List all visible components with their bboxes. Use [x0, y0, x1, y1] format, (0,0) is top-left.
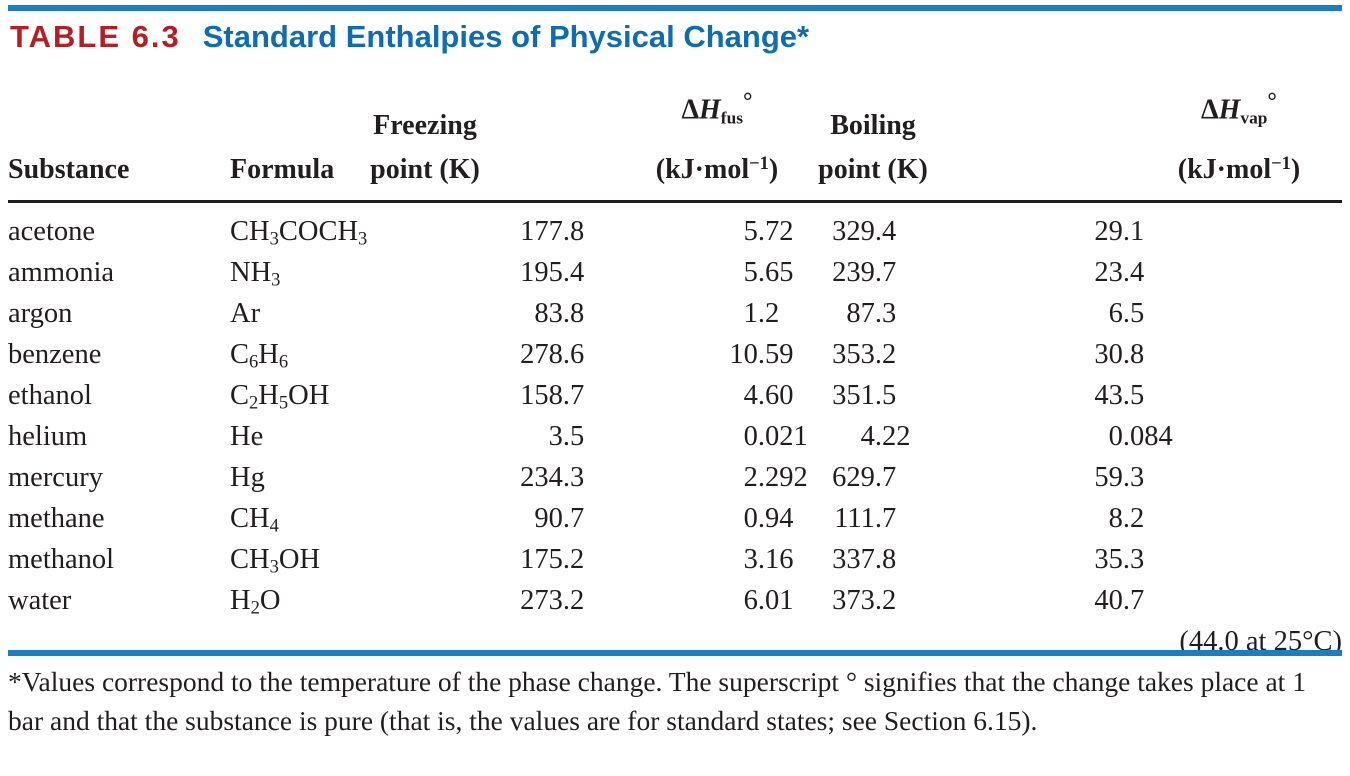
- enthalpy-vaporization-cell: 23. 4: [1094, 256, 1145, 288]
- boiling-point-cell: 373. 2: [832, 584, 897, 616]
- table-row: ammonia NH3 195. 4 5. 65 239. 7 23. 4: [8, 252, 1342, 293]
- table-row: methane CH4 90. 7 0. 94 111. 7 8. 2: [8, 498, 1342, 539]
- table-title: TABLE 6.3 Standard Enthalpies of Physical…: [10, 18, 1342, 56]
- enthalpy-vaporization-cell: 30. 8: [1094, 338, 1145, 370]
- formula-cell: Hg: [230, 461, 265, 493]
- enthalpy-fusion-cell: 3. 16: [743, 543, 794, 575]
- enthalpy-fusion-cell: 0. 021: [743, 420, 808, 452]
- substance-cell: acetone: [8, 215, 96, 247]
- freezing-point-cell: 273. 2: [520, 584, 585, 616]
- enthalpy-fusion-cell: 0. 94: [743, 502, 794, 534]
- table-row: argon Ar 83. 8 1. 2 87. 3 6. 5: [8, 293, 1342, 334]
- bottom-rule: [8, 650, 1342, 656]
- formula-cell: Ar: [230, 297, 261, 329]
- formula-cell: He: [230, 420, 264, 452]
- boiling-point-cell: 351. 5: [832, 379, 897, 411]
- substance-cell: methanol: [8, 543, 115, 575]
- enthalpy-fusion-cell: 6. 01: [743, 584, 794, 616]
- freezing-point-cell: 278. 6: [520, 338, 585, 370]
- substance-cell: benzene: [8, 338, 102, 370]
- substance-cell: argon: [8, 297, 73, 329]
- freezing-point-cell: 158. 7: [520, 379, 585, 411]
- boiling-point-cell: 337. 8: [832, 543, 897, 575]
- header-formula: Formula: [230, 153, 335, 185]
- header-freezing-point: Freezing point (K): [370, 109, 480, 185]
- table-title-text: Standard Enthalpies of Physical Change*: [202, 19, 810, 54]
- boiling-point-cell: 111. 7: [834, 502, 897, 534]
- enthalpy-vaporization-cell: 0. 084: [1108, 420, 1173, 452]
- table-number: TABLE 6.3: [10, 19, 181, 54]
- enthalpy-vaporization-cell: 43. 5: [1094, 379, 1145, 411]
- substance-cell: ammonia: [8, 256, 115, 288]
- enthalpy-table: Substance Formula Freezing point (K) ΔHf…: [8, 80, 1342, 662]
- formula-cell: H2O: [230, 584, 281, 619]
- enthalpy-vaporization-cell: 29. 1: [1094, 215, 1145, 247]
- table-body: acetone CH3COCH3 177. 8 5. 72 329. 4 29. 1 ammonia…: [8, 203, 1342, 662]
- formula-cell: CH3OH: [230, 543, 321, 578]
- header-substance: Substance: [8, 153, 130, 185]
- substance-cell: methane: [8, 502, 105, 534]
- boiling-point-cell: 4. 22: [860, 420, 911, 452]
- boiling-point-cell: 87. 3: [846, 297, 897, 329]
- freezing-point-cell: 175. 2: [520, 543, 585, 575]
- table-row: methanol CH3OH 175. 2 3. 16 337. 8 35. 3: [8, 539, 1342, 580]
- boiling-point-cell: 329. 4: [832, 215, 897, 247]
- formula-cell: C6H6: [230, 338, 289, 373]
- formula-cell: CH3COCH3: [230, 215, 368, 250]
- enthalpy-vaporization-cell: 40. 7: [1094, 584, 1145, 616]
- enthalpy-vaporization-cell: 6. 5: [1108, 297, 1145, 329]
- header-enthalpy-vaporization: ΔHvap° (kJ·mol−1): [1177, 89, 1301, 185]
- enthalpy-fusion-cell: 4. 60: [743, 379, 794, 411]
- substance-cell: mercury: [8, 461, 103, 493]
- table-header-row: Substance Formula Freezing point (K) ΔHf…: [8, 80, 1342, 203]
- freezing-point-cell: 90. 7: [534, 502, 585, 534]
- enthalpy-vaporization-cell: 59. 3: [1094, 461, 1145, 493]
- enthalpy-vaporization-cell: 8. 2: [1108, 502, 1145, 534]
- boiling-point-cell: 239. 7: [832, 256, 897, 288]
- substance-cell: water: [8, 584, 72, 616]
- freezing-point-cell: 234. 3: [520, 461, 585, 493]
- freezing-point-cell: 177. 8: [520, 215, 585, 247]
- enthalpy-fusion-cell: 1. 2: [743, 297, 780, 329]
- freezing-point-cell: 195. 4: [520, 256, 585, 288]
- formula-cell: NH3: [230, 256, 281, 291]
- table-row: ethanol C2H5OH 158. 7 4. 60 351. 5 43. 5: [8, 375, 1342, 416]
- table-row: mercury Hg 234. 3 2. 292 629. 7 59. 3: [8, 457, 1342, 498]
- freezing-point-cell: 3. 5: [548, 420, 585, 452]
- table-row: acetone CH3COCH3 177. 8 5. 72 329. 4 29. 1: [8, 211, 1342, 252]
- table-row: water H2O 273. 2 6. 01 373. 2 40. 7: [8, 580, 1342, 621]
- substance-cell: ethanol: [8, 379, 92, 411]
- formula-cell: CH4: [230, 502, 279, 537]
- table-row: benzene C6H6 278. 6 10. 59 353. 2 30. 8: [8, 334, 1342, 375]
- header-boiling-point: Boiling point (K): [818, 109, 928, 185]
- header-enthalpy-fusion: ΔHfus° (kJ·mol−1): [655, 89, 779, 185]
- boiling-point-cell: 629. 7: [832, 461, 897, 493]
- table-row: helium He 3. 5 0. 021 4. 22 0. 084: [8, 416, 1342, 457]
- top-rule: [8, 5, 1342, 11]
- enthalpy-fusion-cell: 5. 65: [743, 256, 794, 288]
- enthalpy-fusion-cell: 2. 292: [743, 461, 808, 493]
- footnote: *Values correspond to the temperature of…: [8, 666, 1306, 736]
- formula-cell: C2H5OH: [230, 379, 330, 414]
- enthalpy-vaporization-cell: 35. 3: [1094, 543, 1145, 575]
- enthalpy-fusion-cell: 10. 59: [729, 338, 794, 370]
- substance-cell: helium: [8, 420, 88, 452]
- freezing-point-cell: 83. 8: [534, 297, 585, 329]
- boiling-point-cell: 353. 2: [832, 338, 897, 370]
- enthalpy-fusion-cell: 5. 72: [743, 215, 794, 247]
